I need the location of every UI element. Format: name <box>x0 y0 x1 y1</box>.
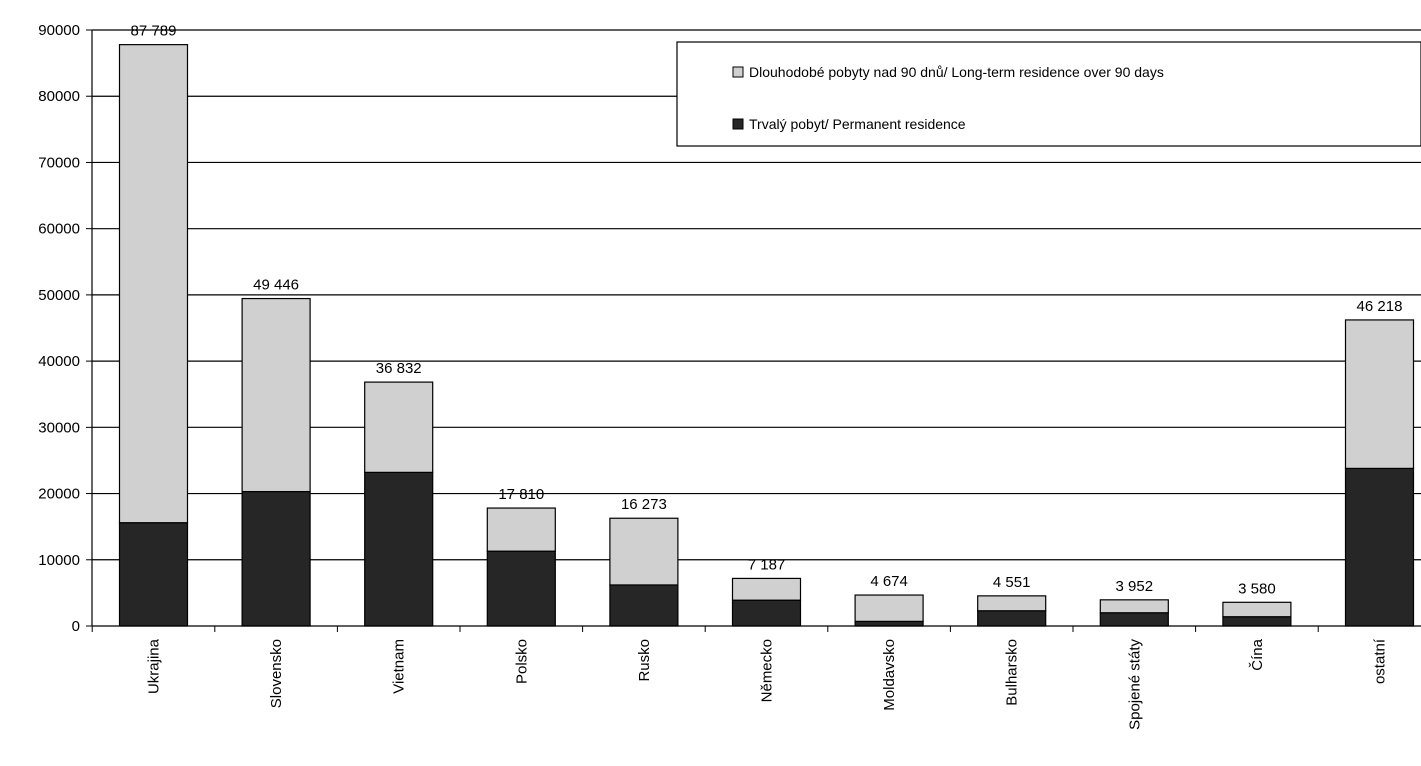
category-label: Polsko <box>513 639 530 684</box>
total-label: 3 580 <box>1238 580 1276 597</box>
y-tick-labels: 0 10000 20000 30000 40000 50000 60000 70000 8000… <box>38 22 80 635</box>
category-label: Bulharsko <box>1004 639 1021 706</box>
legend-swatch-long-term <box>732 66 744 78</box>
bar-segment-long-term <box>1344 319 1415 469</box>
bar-segment-long-term <box>731 577 802 601</box>
y-tick-label: 90000 <box>38 22 80 39</box>
total-label: 87 789 <box>131 23 177 40</box>
grid-lines <box>92 29 1421 561</box>
category-label: Spojené státy <box>1126 639 1143 730</box>
category-label: Ukrajina <box>146 638 163 694</box>
total-labels: 87 789 49 446 36 832 17 810 16 273 7 187 4 674… <box>131 23 1403 598</box>
bars <box>118 44 1415 627</box>
legend-label-long-term: Dlouhodobé pobyty nad 90 dnů/ Long-term … <box>749 64 1164 80</box>
category-labels: Ukrajina Slovensko Vietnam Polsko Rusko Němec… <box>146 638 1389 730</box>
total-label: 16 273 <box>621 496 667 513</box>
legend: Dlouhodobé pobyty nad 90 dnů/ Long-term … <box>676 41 1421 147</box>
bar-segment-permanent <box>977 610 1047 627</box>
category-label: ostatní <box>1372 638 1389 684</box>
bar-segment-long-term <box>977 595 1047 612</box>
bar-segment-permanent <box>1344 467 1415 627</box>
y-tick-label: 80000 <box>38 88 80 105</box>
total-label: 49 446 <box>253 277 299 294</box>
bar-segment-permanent <box>609 584 679 627</box>
bar-segment-long-term <box>854 594 924 622</box>
bar-segment-long-term <box>118 44 189 524</box>
category-label: Německo <box>759 639 776 702</box>
y-tick-label: 30000 <box>38 419 80 436</box>
y-tick-label: 20000 <box>38 486 80 503</box>
y-tick-label: 70000 <box>38 154 80 171</box>
axes <box>86 29 1421 632</box>
category-label: Vietnam <box>391 639 408 694</box>
total-label: 3 952 <box>1116 578 1154 595</box>
bar-segment-long-term <box>486 507 556 552</box>
y-tick-label: 0 <box>72 618 80 635</box>
category-label: Rusko <box>636 639 653 682</box>
bar-segment-long-term <box>364 381 434 473</box>
legend-label-permanent: Trvalý pobyt/ Permanent residence <box>749 116 966 132</box>
y-tick-label: 60000 <box>38 221 80 238</box>
legend-swatch-permanent <box>732 118 744 130</box>
bar-segment-long-term <box>609 517 679 586</box>
bar-segment-permanent <box>241 490 311 627</box>
bar-segment-permanent <box>118 522 189 627</box>
y-tick-label: 40000 <box>38 353 80 370</box>
category-label: Čína <box>1249 638 1266 670</box>
bar-segment-permanent <box>364 471 434 627</box>
legend-box <box>676 41 1421 147</box>
total-label: 17 810 <box>498 486 544 503</box>
category-label: Moldavsko <box>881 639 898 711</box>
bar-segment-permanent <box>1222 616 1292 627</box>
total-label: 4 674 <box>870 573 908 590</box>
total-label: 46 218 <box>1357 298 1403 315</box>
category-label: Slovensko <box>268 639 285 708</box>
total-label: 36 832 <box>376 360 422 377</box>
bar-segment-long-term <box>1099 599 1169 614</box>
y-tick-label: 50000 <box>38 287 80 304</box>
bar-segment-permanent <box>1099 612 1169 627</box>
bar-segment-long-term <box>1222 601 1292 618</box>
y-tick-label: 10000 <box>38 552 80 569</box>
bar-segment-long-term <box>241 297 311 493</box>
total-label: 7 187 <box>748 556 786 573</box>
bar-segment-permanent <box>731 599 802 627</box>
total-label: 4 551 <box>993 574 1031 591</box>
bar-segment-permanent <box>486 550 556 627</box>
bar-segment-permanent <box>854 620 924 627</box>
